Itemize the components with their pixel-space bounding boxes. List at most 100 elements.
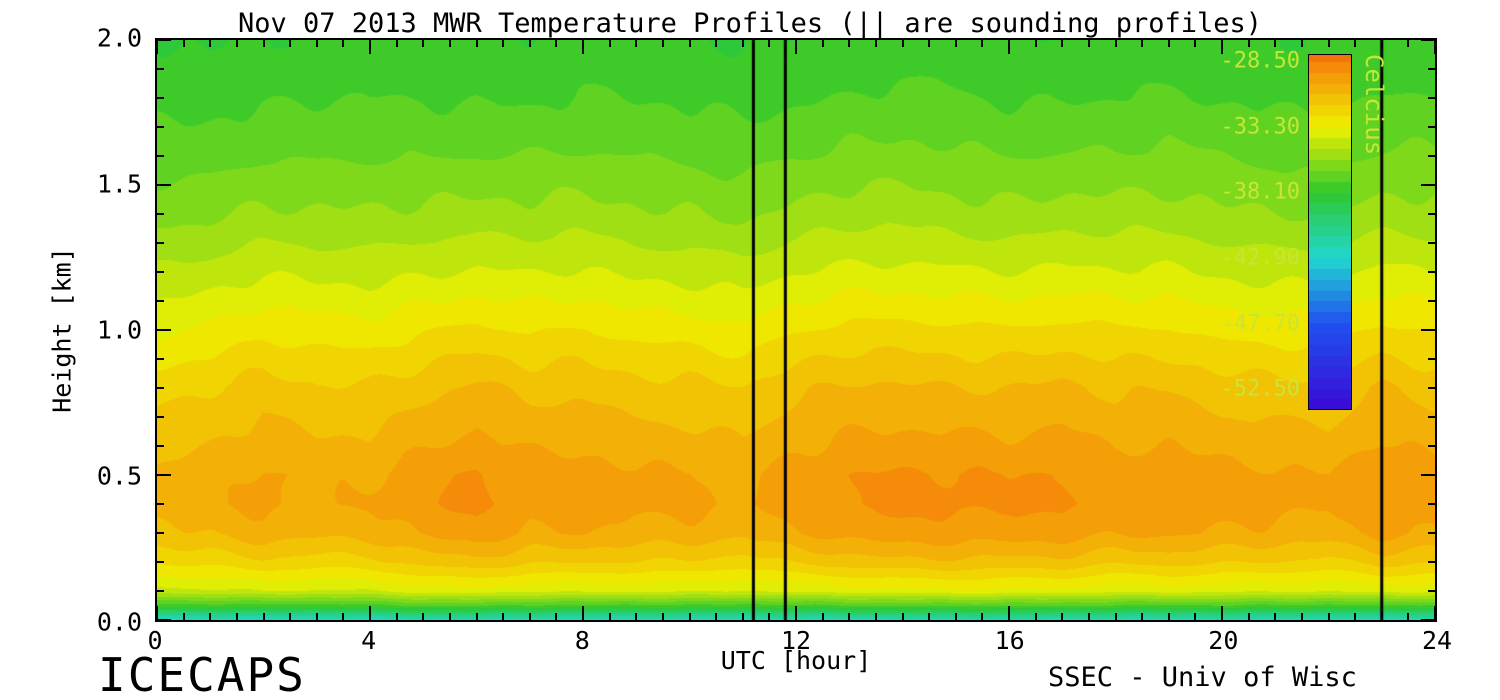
axis-tick [688, 613, 691, 620]
axis-tick [1380, 613, 1383, 620]
axis-tick [1274, 613, 1277, 620]
axis-tick [635, 613, 638, 620]
axis-tick [1421, 474, 1435, 476]
axis-tick [1421, 619, 1435, 621]
axis-tick [342, 40, 345, 47]
x-tick-label: 0 [147, 626, 163, 655]
axis-tick [1354, 40, 1357, 47]
axis-tick [1428, 561, 1435, 563]
axis-tick [1114, 40, 1117, 47]
colorbar-tick-labels: -28.50 -33.30 -38.10 -42.90 -47.70 -52.50 [1100, 48, 1300, 410]
axis-tick [1428, 271, 1435, 273]
axis-tick [157, 590, 164, 592]
axis-tick [1434, 40, 1436, 54]
axis-tick [395, 613, 398, 620]
y-tick-label: 2.0 [96, 23, 142, 53]
y-tick-label: 0.0 [96, 607, 142, 637]
axis-tick [1428, 213, 1435, 215]
axis-tick [262, 40, 265, 47]
axis-tick [157, 213, 164, 215]
axis-tick [157, 445, 164, 447]
axis-tick [582, 40, 584, 54]
colorbar-tick-label: -28.50 [1220, 48, 1300, 74]
axis-tick [1428, 416, 1435, 418]
axis-tick [157, 561, 164, 563]
x-tick-label: 12 [780, 626, 812, 655]
axis-tick [635, 40, 638, 47]
axis-tick [448, 40, 451, 47]
axis-tick [661, 613, 664, 620]
plot-area: -28.50 -33.30 -38.10 -42.90 -47.70 -52.50 Cel… [155, 38, 1437, 622]
axis-tick [1428, 590, 1435, 592]
axis-tick [1061, 613, 1064, 620]
axis-tick [1087, 613, 1090, 620]
axis-tick [1194, 613, 1197, 620]
axis-tick [157, 532, 164, 534]
axis-tick [1194, 40, 1197, 47]
axis-tick [928, 40, 931, 47]
axis-tick [874, 40, 877, 47]
axis-tick [1087, 40, 1090, 47]
y-tick-label: 0.5 [96, 461, 142, 491]
axis-tick [209, 613, 212, 620]
axis-tick [182, 40, 185, 47]
axis-tick [182, 613, 185, 620]
axis-tick [157, 329, 171, 331]
axis-tick [795, 606, 797, 620]
axis-tick [448, 613, 451, 620]
axis-tick [768, 40, 771, 47]
axis-tick [1114, 613, 1117, 620]
axis-tick [1008, 40, 1010, 54]
axis-tick [528, 40, 531, 47]
axis-tick [502, 40, 505, 47]
axis-tick [661, 40, 664, 47]
axis-tick [315, 613, 318, 620]
axis-tick [821, 40, 824, 47]
axis-tick [157, 358, 164, 360]
axis-tick [555, 40, 558, 47]
axis-tick [157, 155, 164, 157]
x-tick-label: 8 [574, 626, 590, 655]
axis-tick [157, 271, 164, 273]
x-tick-label: 16 [994, 626, 1025, 655]
y-axis-tick-labels: 0.0 0.5 1.0 1.5 2.0 [60, 24, 148, 637]
axis-tick [422, 613, 425, 620]
axis-tick [156, 40, 158, 54]
axis-tick [1247, 613, 1250, 620]
axis-tick [342, 613, 345, 620]
axis-tick [209, 40, 212, 47]
axis-tick [1407, 40, 1410, 47]
x-tick-label: 20 [1208, 626, 1239, 655]
axis-tick [1428, 300, 1435, 302]
colorbar-tick-label: -52.50 [1220, 376, 1300, 402]
colorbar [1308, 54, 1352, 410]
axis-tick [848, 613, 851, 620]
axis-tick [1428, 445, 1435, 447]
axis-tick [157, 416, 164, 418]
axis-tick [475, 40, 478, 47]
axis-tick [848, 40, 851, 47]
axis-tick [1327, 40, 1330, 47]
axis-tick [1141, 613, 1144, 620]
axis-tick [954, 613, 957, 620]
axis-tick [157, 39, 171, 41]
axis-tick [315, 40, 318, 47]
axis-tick [715, 40, 718, 47]
axis-tick [1421, 39, 1435, 41]
colorbar-tick-label: -47.70 [1220, 311, 1300, 337]
axis-tick [157, 619, 171, 621]
axis-tick [1428, 532, 1435, 534]
axis-tick [1061, 40, 1064, 47]
axis-tick [608, 613, 611, 620]
axis-tick [157, 184, 171, 186]
colorbar-tick-label: -38.10 [1220, 179, 1300, 205]
axis-tick [1421, 184, 1435, 186]
axis-tick [1428, 126, 1435, 128]
axis-tick [1221, 40, 1223, 54]
axis-tick [262, 613, 265, 620]
axis-tick [1167, 613, 1170, 620]
axis-tick [1428, 68, 1435, 70]
axis-tick [795, 40, 797, 54]
axis-tick [1407, 613, 1410, 620]
